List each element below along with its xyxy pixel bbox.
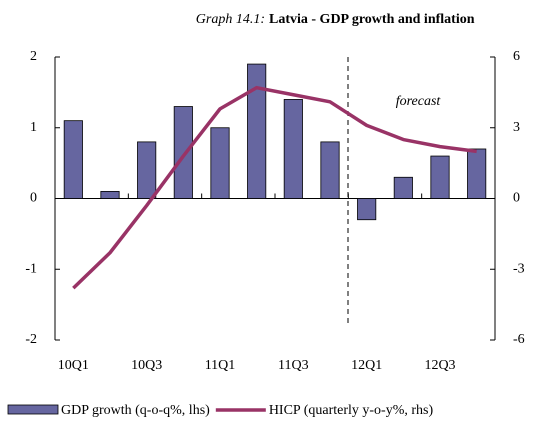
bar — [137, 141, 157, 199]
legend-label: GDP growth (q-o-q%, lhs) — [61, 403, 210, 418]
x-tick-label: 12Q3 — [424, 358, 455, 373]
line — [72, 85, 477, 290]
y-tick-label: 0 — [30, 191, 37, 206]
bar — [100, 191, 120, 199]
y-tick-label: -1 — [25, 261, 37, 276]
bar — [393, 176, 413, 199]
x-tick-label: 10Q3 — [131, 358, 162, 373]
legend-label: HICP (quarterly y-o-y%, rhs) — [269, 403, 434, 418]
y2-tick-label: 6 — [513, 49, 520, 64]
x-tick-label: 12Q1 — [351, 358, 382, 373]
bar — [210, 127, 230, 199]
y-tick-label: 1 — [30, 120, 37, 135]
chart-title-prefix: Graph 14.1: — [196, 12, 265, 27]
bar — [173, 106, 193, 199]
y2-tick-label: 0 — [513, 191, 520, 206]
bar — [430, 155, 450, 199]
x-tick-label: 11Q3 — [278, 358, 309, 373]
bar — [63, 120, 83, 199]
x-tick-label: 10Q1 — [58, 358, 89, 373]
chart-title: Latvia - GDP growth and inflation — [269, 12, 475, 27]
bar — [357, 198, 377, 221]
y2-tick-label: -3 — [513, 261, 525, 276]
bar — [283, 99, 303, 199]
y2-tick-label: -6 — [513, 332, 525, 347]
bar — [320, 141, 340, 199]
annotation: forecast — [396, 94, 442, 109]
x-tick-label: 11Q1 — [205, 358, 236, 373]
bar — [247, 63, 267, 199]
bar — [467, 148, 487, 199]
y-tick-label: -2 — [25, 332, 37, 347]
y-tick-label: 2 — [30, 49, 37, 64]
legend-swatch — [7, 404, 59, 415]
y2-tick-label: 3 — [513, 120, 520, 135]
